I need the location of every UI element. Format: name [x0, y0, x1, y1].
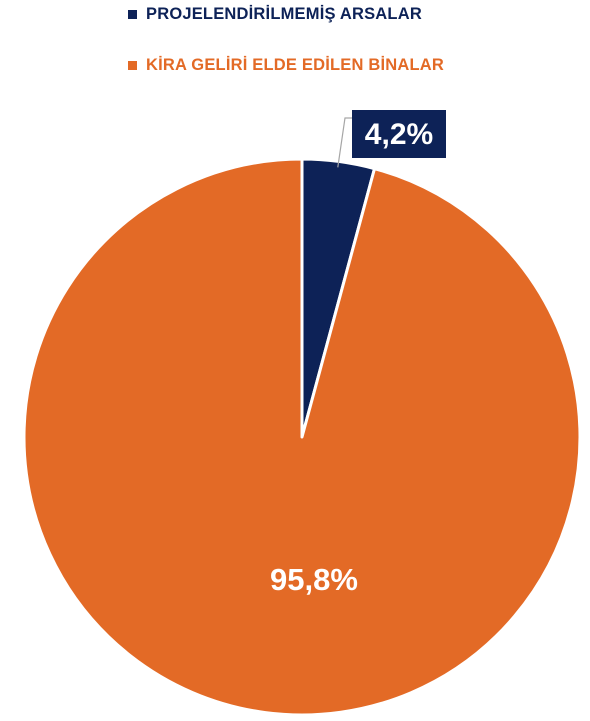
- legend-swatch-orange: [128, 61, 137, 70]
- legend-swatch-navy: [128, 10, 137, 19]
- data-label-box: [352, 110, 446, 158]
- legend-item-kira-geliri-binalar: KİRA GELİRİ ELDE EDİLEN BİNALAR: [128, 56, 444, 75]
- data-label-1: 95,8%: [270, 562, 358, 597]
- legend-item-projelendirilmemis-arsalar: PROJELENDİRİLMEMİŞ ARSALAR: [128, 5, 422, 24]
- data-label-0: 4,2%: [365, 118, 433, 151]
- leader-line: [337, 117, 352, 168]
- pie-slice-1: [22, 157, 582, 717]
- legend-label: KİRA GELİRİ ELDE EDİLEN BİNALAR: [146, 56, 445, 74]
- legend-label: PROJELENDİRİLMEMİŞ ARSALAR: [146, 5, 422, 23]
